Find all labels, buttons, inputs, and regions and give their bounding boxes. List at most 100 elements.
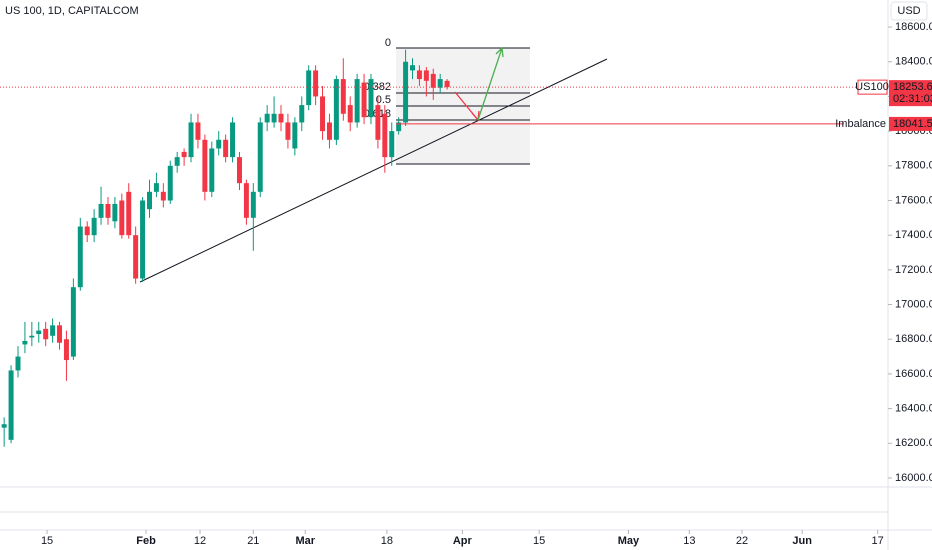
body xyxy=(430,73,436,88)
x-tick-label: Mar xyxy=(295,535,315,547)
imbalance-price-box xyxy=(889,116,932,131)
body xyxy=(50,325,56,336)
body xyxy=(243,183,249,218)
up-arrow xyxy=(477,47,503,121)
body xyxy=(70,287,76,357)
body xyxy=(423,70,429,81)
body xyxy=(313,70,319,97)
body xyxy=(43,328,49,340)
y-tick-label: 16400.0 xyxy=(895,403,932,415)
y-tick-label: 16200.0 xyxy=(895,437,932,449)
body xyxy=(285,122,291,140)
body xyxy=(264,113,270,123)
y-tick-label: 17400.0 xyxy=(895,229,932,241)
symbol-label: US100 xyxy=(855,81,889,93)
body xyxy=(112,203,118,222)
body xyxy=(105,203,111,218)
body xyxy=(8,370,14,440)
x-tick-label: 22 xyxy=(736,535,748,547)
x-tick-label: Jun xyxy=(792,535,812,547)
body xyxy=(91,217,97,236)
body xyxy=(361,82,367,118)
y-tick-label: 17800.0 xyxy=(895,160,932,172)
body xyxy=(375,105,381,140)
body xyxy=(340,79,346,114)
body xyxy=(320,96,326,132)
body xyxy=(444,80,450,88)
body xyxy=(278,113,284,123)
body xyxy=(354,79,360,123)
y-tick-label: 17000.0 xyxy=(895,298,932,310)
body xyxy=(57,325,63,343)
imbalance-label: Imbalance xyxy=(835,118,886,130)
body xyxy=(257,122,263,192)
currency-box[interactable] xyxy=(890,1,928,21)
body xyxy=(140,200,146,279)
body xyxy=(195,122,201,140)
body xyxy=(119,200,125,236)
y-tick-label: 17600.0 xyxy=(895,194,932,206)
x-tick-label: 15 xyxy=(41,535,53,547)
x-tick-label: May xyxy=(618,535,640,547)
body xyxy=(36,330,42,335)
x-tick-label: 18 xyxy=(381,535,393,547)
imbalance-price: 18041.5 xyxy=(893,118,932,130)
body xyxy=(147,191,152,210)
body xyxy=(174,157,180,166)
y-tick-label: 18600.0 xyxy=(895,21,932,33)
body xyxy=(410,65,415,71)
currency[interactable]: USD xyxy=(897,5,920,17)
body xyxy=(230,122,236,158)
body xyxy=(133,235,139,279)
symbol-box xyxy=(857,79,888,95)
body xyxy=(236,157,242,184)
body xyxy=(368,79,374,118)
x-tick-label: 17 xyxy=(871,535,883,547)
price-box xyxy=(889,80,932,107)
body xyxy=(98,203,104,218)
fib-label: 0 xyxy=(385,37,391,49)
body xyxy=(77,226,83,288)
body xyxy=(22,340,28,345)
arrows xyxy=(454,46,504,122)
y-tick-label: 16800.0 xyxy=(895,333,932,345)
body xyxy=(306,70,312,106)
plot xyxy=(1,49,450,447)
last-price: 18253.6 xyxy=(893,81,932,93)
y-tick-label: 18400.0 xyxy=(895,56,932,68)
fib-label: 0.382 xyxy=(363,81,391,93)
body xyxy=(181,151,187,158)
body xyxy=(326,122,332,140)
body xyxy=(292,122,298,149)
body xyxy=(382,113,388,158)
body xyxy=(223,139,229,158)
body xyxy=(389,131,395,158)
arrow-head xyxy=(495,46,504,58)
body xyxy=(1,424,7,428)
body xyxy=(188,122,194,158)
body xyxy=(167,165,173,201)
x-tick-label: Feb xyxy=(136,535,156,547)
body xyxy=(126,191,132,236)
body xyxy=(84,226,90,236)
trend-line xyxy=(139,58,608,283)
body xyxy=(416,70,422,80)
body xyxy=(216,139,222,149)
chart-title: US 100, 1D, CAPITALCOM xyxy=(5,5,139,17)
body xyxy=(15,356,21,371)
countdown: 02:31:03 xyxy=(893,93,932,105)
body xyxy=(333,79,339,140)
body xyxy=(202,139,208,192)
fib-label: 0.5 xyxy=(376,94,391,106)
body xyxy=(271,113,277,123)
y-tick-label: 16600.0 xyxy=(895,368,932,380)
x-tick-label: 21 xyxy=(247,535,259,547)
body xyxy=(160,191,166,201)
body xyxy=(209,148,215,192)
x-tick-label: Apr xyxy=(453,535,473,547)
x-tick-label: 13 xyxy=(683,535,695,547)
x-tick-label: 12 xyxy=(194,535,206,547)
y-tick-label: 17200.0 xyxy=(895,264,932,276)
body xyxy=(347,105,353,123)
